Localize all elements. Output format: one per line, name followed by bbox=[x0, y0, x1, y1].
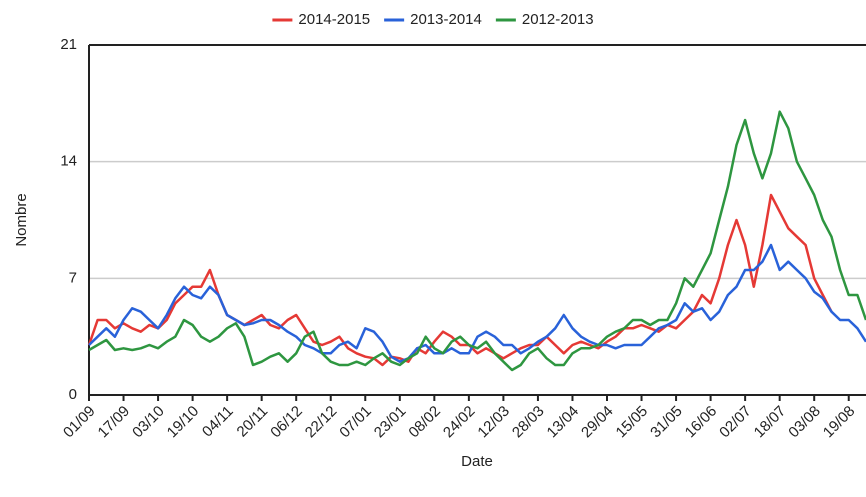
x-tick-label: 03/08 bbox=[785, 403, 824, 442]
x-tick-label: 29/04 bbox=[578, 403, 617, 442]
x-tick-label: 15/05 bbox=[613, 403, 652, 442]
x-tick-label: 03/10 bbox=[129, 403, 168, 442]
x-tick-label: 08/02 bbox=[405, 403, 444, 442]
x-tick-label: 07/01 bbox=[336, 403, 375, 442]
series-line bbox=[88, 243, 866, 363]
legend-label: 2013-2014 bbox=[410, 11, 482, 28]
x-tick-label: 06/12 bbox=[267, 403, 306, 442]
x-tick-label: 02/07 bbox=[716, 403, 755, 442]
x-tick-label: 04/11 bbox=[199, 403, 237, 441]
x-tick-label: 12/03 bbox=[474, 403, 513, 442]
y-tick-label: 0 bbox=[69, 386, 77, 403]
x-tick-label: 23/01 bbox=[371, 403, 410, 442]
y-tick-label: 7 bbox=[69, 269, 77, 286]
x-tick-label: 19/08 bbox=[820, 403, 859, 442]
y-tick-label: 21 bbox=[60, 36, 77, 53]
x-tick-label: 31/05 bbox=[647, 403, 686, 442]
x-tick-label: 22/12 bbox=[302, 403, 341, 442]
x-axis-label: Date bbox=[461, 453, 493, 470]
series-line bbox=[87, 193, 833, 367]
x-tick-label: 18/07 bbox=[751, 403, 790, 442]
x-tick-label: 13/04 bbox=[544, 403, 583, 442]
legend-label: 2012-2013 bbox=[522, 11, 594, 28]
x-tick-label: 24/02 bbox=[440, 403, 479, 442]
x-tick-label: 17/09 bbox=[95, 403, 134, 442]
legend-label: 2014-2015 bbox=[298, 11, 370, 28]
x-tick-label: 28/03 bbox=[509, 403, 548, 442]
x-tick-label: 01/09 bbox=[60, 403, 99, 442]
x-tick-label: 16/06 bbox=[682, 403, 721, 442]
y-axis-label: Nombre bbox=[13, 193, 30, 246]
series-line bbox=[88, 110, 866, 372]
x-tick-label: 20/11 bbox=[234, 403, 272, 441]
y-tick-label: 14 bbox=[60, 153, 77, 170]
x-tick-label: 19/10 bbox=[164, 403, 203, 442]
